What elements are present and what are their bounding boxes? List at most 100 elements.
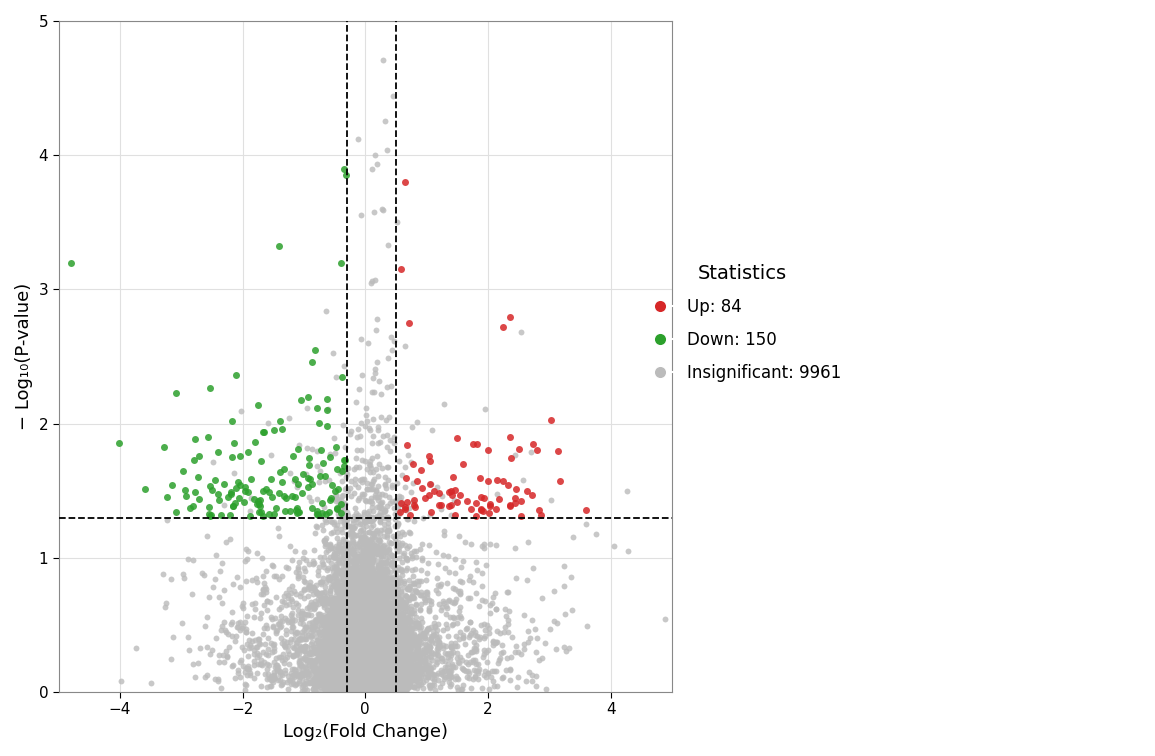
Point xyxy=(387,576,405,588)
Point xyxy=(378,610,396,622)
Point xyxy=(357,615,375,627)
Point xyxy=(307,579,326,591)
Point xyxy=(333,685,351,697)
Point xyxy=(316,618,335,630)
Point xyxy=(364,612,382,624)
Point xyxy=(366,635,385,647)
Point xyxy=(321,672,340,684)
Point xyxy=(207,550,225,562)
Point xyxy=(349,607,367,619)
Point xyxy=(356,680,374,692)
Point xyxy=(356,671,374,683)
Point xyxy=(371,574,389,586)
Point xyxy=(292,662,311,674)
Point xyxy=(385,642,403,654)
Point xyxy=(362,643,380,655)
Point xyxy=(371,665,389,677)
Point xyxy=(368,421,387,433)
Point xyxy=(370,674,388,686)
Point xyxy=(326,655,344,667)
Point xyxy=(378,671,396,683)
Point xyxy=(256,483,275,495)
Point xyxy=(341,558,359,570)
Point xyxy=(329,619,348,631)
Point xyxy=(306,595,325,607)
Point xyxy=(341,656,359,668)
Point xyxy=(375,652,394,665)
Point xyxy=(340,676,358,688)
Point xyxy=(392,643,410,655)
Point xyxy=(352,658,371,671)
Point xyxy=(335,661,353,673)
Point xyxy=(382,655,401,667)
Point xyxy=(396,504,415,516)
Point xyxy=(359,665,378,677)
Point xyxy=(373,674,392,686)
Point xyxy=(393,659,411,671)
Point xyxy=(345,544,364,556)
Point xyxy=(350,680,368,692)
Point xyxy=(349,646,367,658)
Point xyxy=(400,662,418,674)
Point xyxy=(341,683,359,696)
Point xyxy=(360,644,379,656)
Point xyxy=(377,668,395,680)
Point xyxy=(346,664,365,676)
Point xyxy=(346,671,365,683)
Point xyxy=(393,648,411,660)
Point xyxy=(362,644,380,656)
Point xyxy=(296,640,314,652)
Point xyxy=(318,666,336,678)
Point xyxy=(350,663,368,675)
Point xyxy=(211,624,230,636)
Point xyxy=(386,621,404,633)
Point xyxy=(352,668,371,680)
Point xyxy=(359,606,378,618)
Point xyxy=(364,670,382,682)
Point xyxy=(333,597,351,609)
Point xyxy=(346,650,365,662)
Point xyxy=(357,634,375,646)
Point xyxy=(363,627,381,639)
Point xyxy=(353,668,372,680)
Point xyxy=(334,551,352,563)
Point xyxy=(346,643,365,655)
Point xyxy=(356,575,374,587)
Point xyxy=(367,500,386,513)
Point xyxy=(352,587,371,599)
Point xyxy=(377,603,395,615)
Point xyxy=(372,667,390,679)
Point xyxy=(366,679,385,691)
Point xyxy=(366,666,385,678)
Point xyxy=(402,486,420,498)
Point xyxy=(209,494,228,506)
Point xyxy=(393,679,411,691)
Point xyxy=(370,632,388,644)
Point xyxy=(350,674,368,686)
Point xyxy=(326,448,344,460)
Point xyxy=(370,665,388,677)
Point xyxy=(422,634,440,646)
Point xyxy=(353,621,372,633)
Point xyxy=(387,631,405,643)
Point xyxy=(351,626,370,638)
Point xyxy=(351,577,370,589)
Point xyxy=(280,598,298,610)
Point xyxy=(353,681,372,693)
Point xyxy=(367,624,386,637)
Point xyxy=(348,683,366,695)
Point xyxy=(346,620,365,632)
Point xyxy=(229,617,247,629)
Point xyxy=(263,670,282,682)
Point xyxy=(321,666,340,678)
Point xyxy=(304,674,322,686)
Point xyxy=(366,667,385,679)
Point xyxy=(367,613,386,625)
Point xyxy=(314,654,333,666)
Point xyxy=(352,649,371,661)
Point xyxy=(350,649,368,662)
Point xyxy=(342,652,360,665)
Point xyxy=(320,609,338,621)
Point xyxy=(355,657,373,669)
Point xyxy=(358,676,377,688)
